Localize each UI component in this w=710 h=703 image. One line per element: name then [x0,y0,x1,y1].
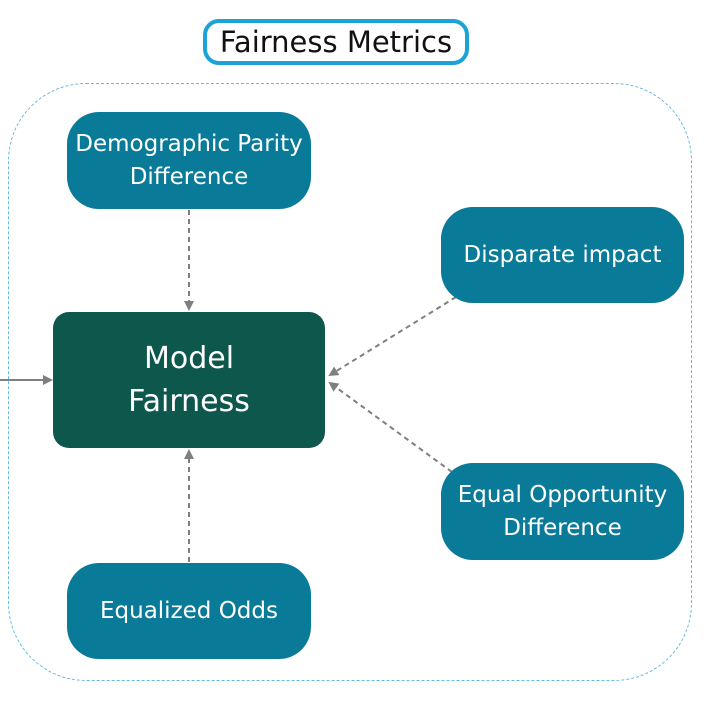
diagram-title-text: Fairness Metrics [219,25,453,59]
node-model-fairness: Model Fairness [53,312,325,448]
node-equal-opportunity-line2: Difference [503,514,622,541]
metrics-container [8,83,692,681]
node-disparate-impact-label: Disparate impact [463,241,662,268]
node-demographic-parity-line1: Demographic Parity [75,130,303,157]
node-disparate-impact: Disparate impact [441,207,684,303]
node-equal-opportunity-difference: Equal Opportunity Difference [441,463,684,560]
node-equalized-odds: Equalized Odds [67,563,311,659]
arrow-disparate-impact [328,296,457,377]
arrow-equal-opportunity [328,381,453,473]
node-equalized-odds-label: Equalized Odds [99,597,278,624]
node-demographic-parity-line2: Difference [129,163,249,190]
node-demographic-parity-difference: Demographic Parity Difference [67,112,311,209]
diagram-title: Fairness Metrics [203,19,469,65]
node-model-fairness-line1: Model [143,341,235,376]
node-model-fairness-line2: Fairness [128,384,250,419]
node-equal-opportunity-line1: Equal Opportunity [457,481,668,508]
